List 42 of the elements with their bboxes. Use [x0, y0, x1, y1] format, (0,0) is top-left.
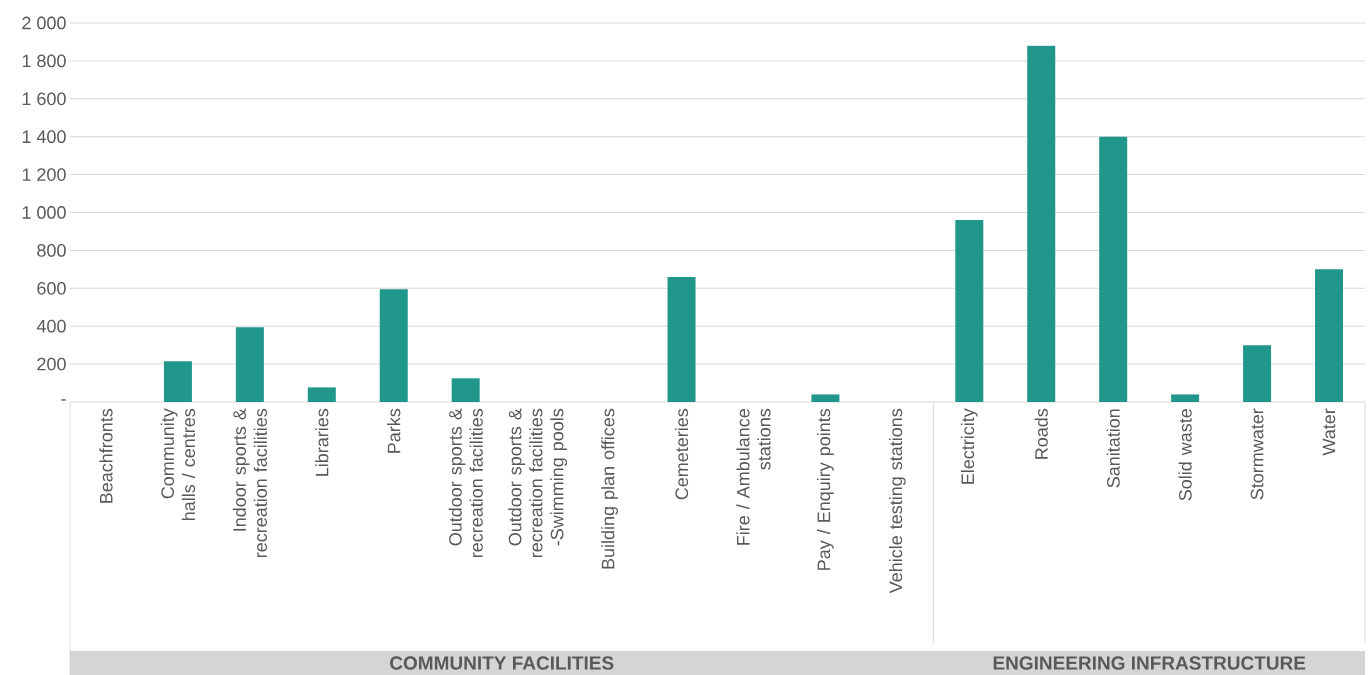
x-tick-label: Stormwater [1250, 408, 1264, 500]
bar [1099, 136, 1128, 402]
y-tick-label: 2 000 [22, 16, 66, 30]
bar [307, 387, 336, 402]
bar [451, 378, 480, 402]
y-tick-label: 400 [36, 319, 66, 333]
y-tick-label: - [61, 399, 66, 401]
bar [235, 327, 264, 402]
bar [379, 289, 408, 402]
x-tick-label: Parks [387, 408, 401, 453]
x-tick-label: Cemeteries [674, 408, 689, 500]
x-tick-label: Solid waste [1178, 409, 1192, 501]
x-tick-label: Beachfronts [99, 408, 113, 503]
x-tick-label: Electricity [960, 408, 978, 484]
y-tick-label: 1 400 [22, 130, 66, 144]
y-tick-label: 1 600 [22, 92, 66, 106]
x-tick-label: Libraries [315, 408, 329, 476]
bar [811, 394, 840, 402]
y-tick-label: 200 [37, 357, 66, 371]
text: COMMUNITY FACILITIES [390, 656, 614, 670]
bar [1243, 345, 1272, 402]
bar [667, 276, 696, 402]
x-tick-label: Outdoor sports & recreation facilities [448, 408, 483, 558]
bar [1315, 269, 1344, 402]
x-tick-label: Water [1322, 408, 1336, 456]
y-tick-label: 1 000 [22, 206, 66, 219]
bar [1027, 45, 1056, 402]
x-tick-label: Community halls / centres [160, 408, 196, 520]
bar [955, 220, 984, 402]
x-tick-label: Vehicle testing stations [888, 408, 906, 594]
bar [163, 361, 192, 402]
y-tick-label: 800 [37, 244, 66, 257]
x-tick-label: Pay / Enquiry points [817, 408, 834, 570]
y-tick-label: 1 800 [22, 54, 66, 68]
y-tick-label: 1 200 [22, 168, 66, 181]
bar [1171, 394, 1200, 402]
x-tick-label: Building plan offices [601, 408, 618, 569]
y-tick-label: 600 [37, 281, 66, 295]
x-tick-label: Roads [1034, 408, 1048, 459]
x-tick-label: Sanitation [1106, 409, 1120, 488]
x-tick-label: Fire / Ambulance stations [736, 408, 771, 545]
text: ENGINEERING INFRASTRUCTURE [993, 656, 1306, 670]
